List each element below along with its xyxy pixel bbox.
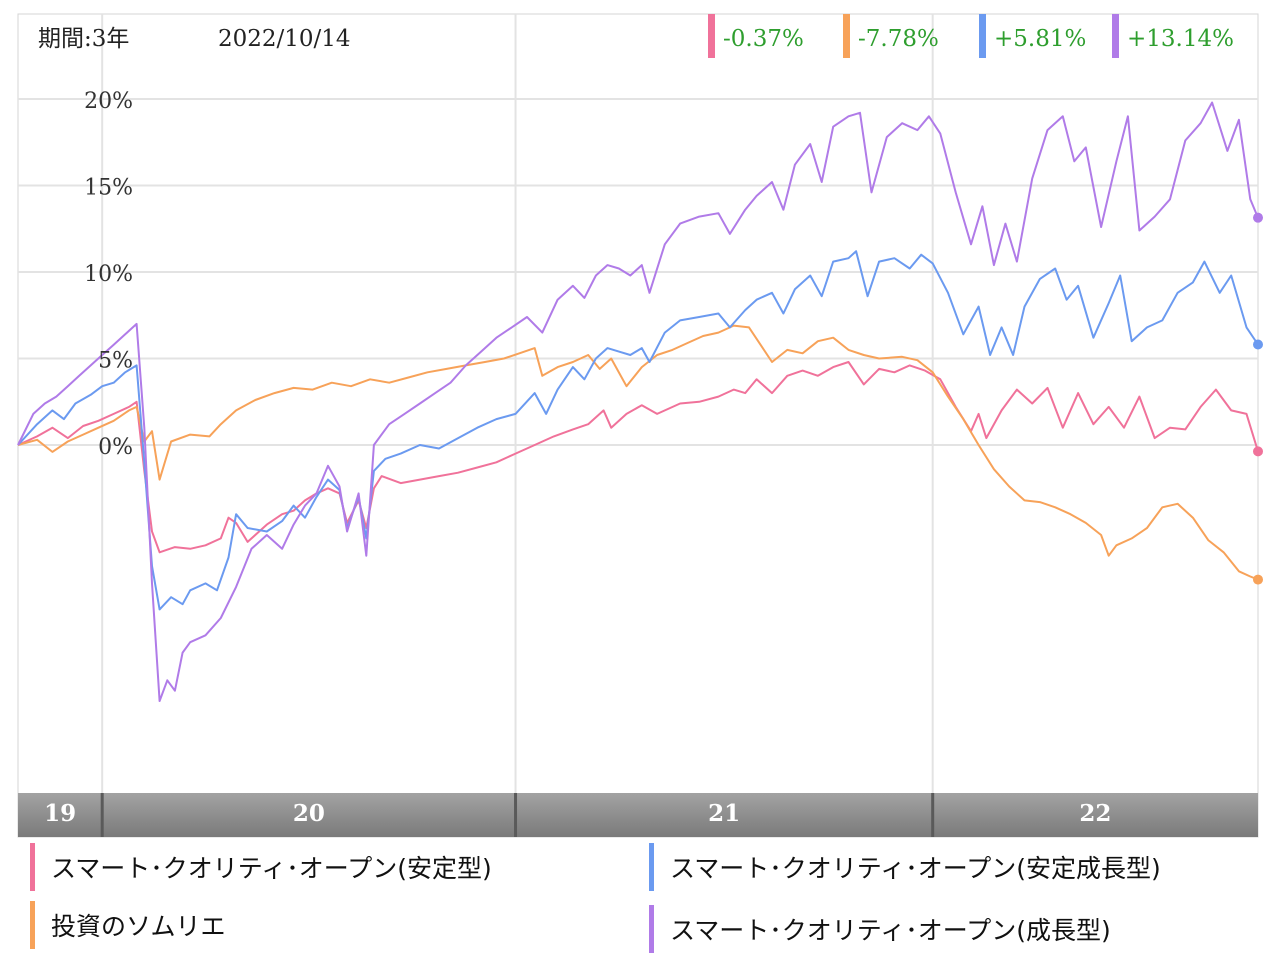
x-tick-label: 21 [708,800,740,827]
y-tick-labels: 0% 5% 10% 15% 20% [84,89,133,460]
y-tick-label: 15% [84,176,133,201]
legend-swatch-orange [30,901,35,949]
period-label: 期間:3年 [38,26,129,52]
x-axis-bar [18,793,1258,837]
legend-label-orange: 投資のソムリエ [51,912,226,941]
change-swatch-pink [708,14,715,58]
legend-item-orange[interactable]: 投資のソムリエ [30,901,226,949]
legend-label-purple: スマート･クオリティ･オープン(成長型) [670,916,1111,945]
legend-swatch-pink [30,843,35,891]
change-swatch-blue [979,14,986,58]
y-tick-label: 20% [84,89,133,114]
series-line-purple [17,101,1259,702]
series-line-blue [17,250,1259,611]
series-layer [17,101,1263,702]
change-swatch-orange [843,14,850,58]
performance-chart: 19 20 21 22 0% 5% 10% 15% 20% 期間:3年 2022/10/14 … [17,13,1263,838]
legend-item-purple[interactable]: スマート･クオリティ･オープン(成長型) [649,905,1111,953]
y-tick-label: 10% [84,262,133,287]
change-badges: -0.37% -7.78% +5.81% +13.14% [708,14,1234,58]
legend: スマート･クオリティ･オープン(安定型) スマート･クオリティ･オープン(安定成… [0,843,1278,960]
grid [18,14,1258,793]
legend-label-pink: スマート･クオリティ･オープン(安定型) [51,854,492,883]
series-line-orange [17,324,1259,581]
change-value-blue: +5.81% [994,26,1086,52]
plot-frame [17,13,1259,838]
change-value-purple: +13.14% [1127,26,1234,52]
x-axis-band: 19 20 21 22 [18,793,1258,837]
legend-item-blue[interactable]: スマート･クオリティ･オープン(安定成長型) [649,843,1161,891]
series-end-marker-orange [1253,574,1263,585]
change-value-orange: -7.78% [858,26,939,52]
series-end-marker-purple [1253,212,1263,223]
legend-swatch-blue [649,843,654,891]
change-value-pink: -0.37% [723,26,804,52]
chart-svg: 19 20 21 22 0%5%10%15%20% 期間:3年 2022/10/14 … [17,13,1263,838]
x-tick-label: 19 [44,800,76,827]
series-end-marker-blue [1253,339,1263,350]
x-tick-label: 22 [1079,800,1111,827]
legend-swatch-purple [649,905,654,953]
date-label: 2022/10/14 [218,26,351,52]
series-end-marker-pink [1253,446,1263,457]
legend-item-pink[interactable]: スマート･クオリティ･オープン(安定型) [30,843,492,891]
series-line-pink [17,361,1259,554]
legend-label-blue: スマート･クオリティ･オープン(安定成長型) [670,854,1161,883]
change-swatch-purple [1112,14,1119,58]
y-tick-label: 0% [98,435,133,460]
y-tick-label: 5% [98,349,133,374]
x-tick-label: 20 [293,800,325,827]
